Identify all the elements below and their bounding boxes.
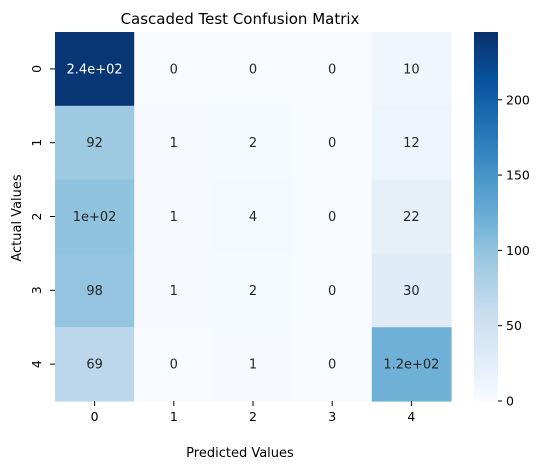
cell-label-4-1: 0 — [170, 358, 178, 373]
cell-label-0-2: 0 — [249, 62, 257, 77]
heatmap-cell-1-0 — [55, 105, 135, 181]
y-tick-label: 2 — [29, 213, 44, 221]
cell-label-1-2: 2 — [249, 136, 257, 151]
heatmap-cell-3-2 — [213, 253, 294, 328]
y-tick-label: 4 — [29, 360, 44, 368]
heatmap-cell-3-1 — [134, 253, 214, 328]
y-tick-label: 3 — [29, 286, 44, 294]
x-tick-label: 4 — [407, 409, 415, 424]
cell-label-3-4: 30 — [403, 284, 420, 299]
heatmap-cell-0-1 — [134, 32, 214, 107]
cell-label-2-4: 22 — [403, 210, 420, 225]
cell-label-0-1: 0 — [170, 62, 178, 77]
cell-label-1-4: 12 — [403, 136, 420, 151]
colorbar-tick-label: 200 — [506, 92, 530, 107]
cell-label-2-0: 1e+02 — [73, 210, 117, 225]
cell-label-3-0: 98 — [86, 284, 103, 299]
heatmap-cell-0-2 — [213, 32, 294, 107]
heatmap-cell-2-3 — [292, 179, 373, 254]
colorbar-ticks: 0 50 100 150 200 — [498, 92, 530, 409]
heatmap-cell-4-3 — [292, 327, 373, 402]
cell-label-2-1: 1 — [170, 210, 178, 225]
cell-label-4-3: 0 — [328, 358, 336, 373]
heatmap-cell-3-3 — [292, 253, 373, 328]
cell-label-3-3: 0 — [328, 284, 336, 299]
x-axis-ticks: 0 1 2 3 4 — [91, 401, 415, 424]
heatmap-cell-4-0 — [55, 327, 135, 402]
cell-label-3-1: 1 — [170, 284, 178, 299]
cell-label-4-2: 1 — [249, 358, 257, 373]
colorbar — [474, 32, 498, 401]
heatmap-cell-0-4 — [371, 32, 452, 107]
chart-title: Cascaded Test Confusion Matrix — [121, 10, 360, 28]
heatmap-cell-1-2 — [213, 105, 294, 181]
cell-label-0-0: 2.4e+02 — [67, 62, 123, 77]
cell-label-4-0: 69 — [86, 358, 103, 373]
cell-label-2-3: 0 — [328, 210, 336, 225]
colorbar-tick-label: 50 — [506, 318, 522, 333]
x-tick-label: 3 — [328, 409, 336, 424]
heatmap-cell-2-2 — [213, 179, 294, 254]
cell-label-1-3: 0 — [328, 136, 336, 151]
heatmap-cell-0-3 — [292, 32, 373, 107]
heatmap-cell-3-4 — [371, 253, 452, 328]
heatmap-cell-1-4 — [371, 105, 452, 181]
cell-label-0-3: 0 — [328, 62, 336, 77]
heatmap-cell-3-0 — [55, 253, 135, 328]
y-tick-label: 0 — [29, 65, 44, 73]
x-axis-label: Predicted Values — [186, 446, 294, 461]
cell-label-2-2: 4 — [249, 210, 257, 225]
heatmap-cell-4-2 — [213, 327, 294, 402]
heatmap-cell-2-1 — [134, 179, 214, 254]
x-tick-label: 1 — [170, 409, 178, 424]
heatmap-cell-2-0 — [55, 179, 135, 254]
cell-label-1-0: 92 — [86, 136, 103, 151]
heatmap-cell-0-0 — [55, 32, 135, 107]
x-tick-label: 2 — [249, 409, 257, 424]
heatmap-cell-1-3 — [292, 105, 373, 181]
colorbar-tick-label: 150 — [506, 168, 530, 183]
cell-label-0-4: 10 — [403, 62, 420, 77]
cell-label-1-1: 1 — [170, 136, 178, 151]
heatmap-cell-4-1 — [134, 327, 214, 402]
heatmap-cell-4-4 — [371, 327, 452, 402]
y-tick-label: 1 — [29, 139, 44, 147]
heatmap-cell-2-4 — [371, 179, 452, 254]
cell-label-4-4: 1.2e+02 — [383, 358, 439, 373]
colorbar-tick-label: 0 — [506, 394, 514, 409]
y-axis-ticks: 0 1 2 3 4 — [29, 65, 55, 368]
colorbar-tick-label: 100 — [506, 243, 530, 258]
y-axis-label: Actual Values — [10, 174, 25, 262]
x-tick-label: 0 — [91, 409, 99, 424]
cell-label-3-2: 2 — [249, 284, 257, 299]
heatmap-cell-1-1 — [134, 105, 214, 181]
